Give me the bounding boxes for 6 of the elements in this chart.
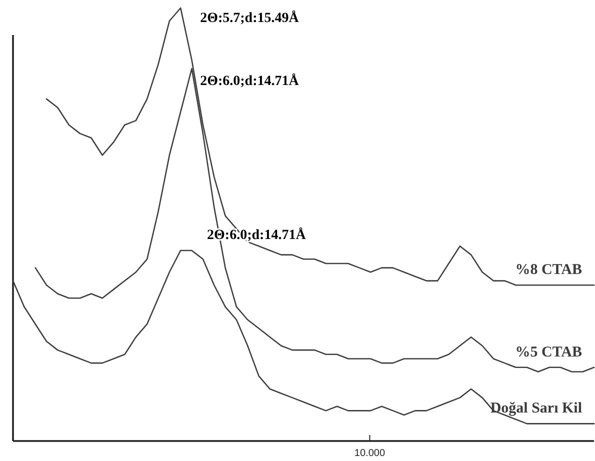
annotation: 2Θ:5.7;d:15.49Å — [200, 10, 300, 26]
series-label: %8 CTAB — [515, 262, 582, 278]
series-label: Doğal Sarı Kil — [490, 400, 582, 417]
series-label: %5 CTAB — [515, 344, 582, 360]
text: 10.000 — [354, 448, 386, 459]
annotation: 2Θ:6.0;d:14.71Å — [200, 73, 300, 89]
